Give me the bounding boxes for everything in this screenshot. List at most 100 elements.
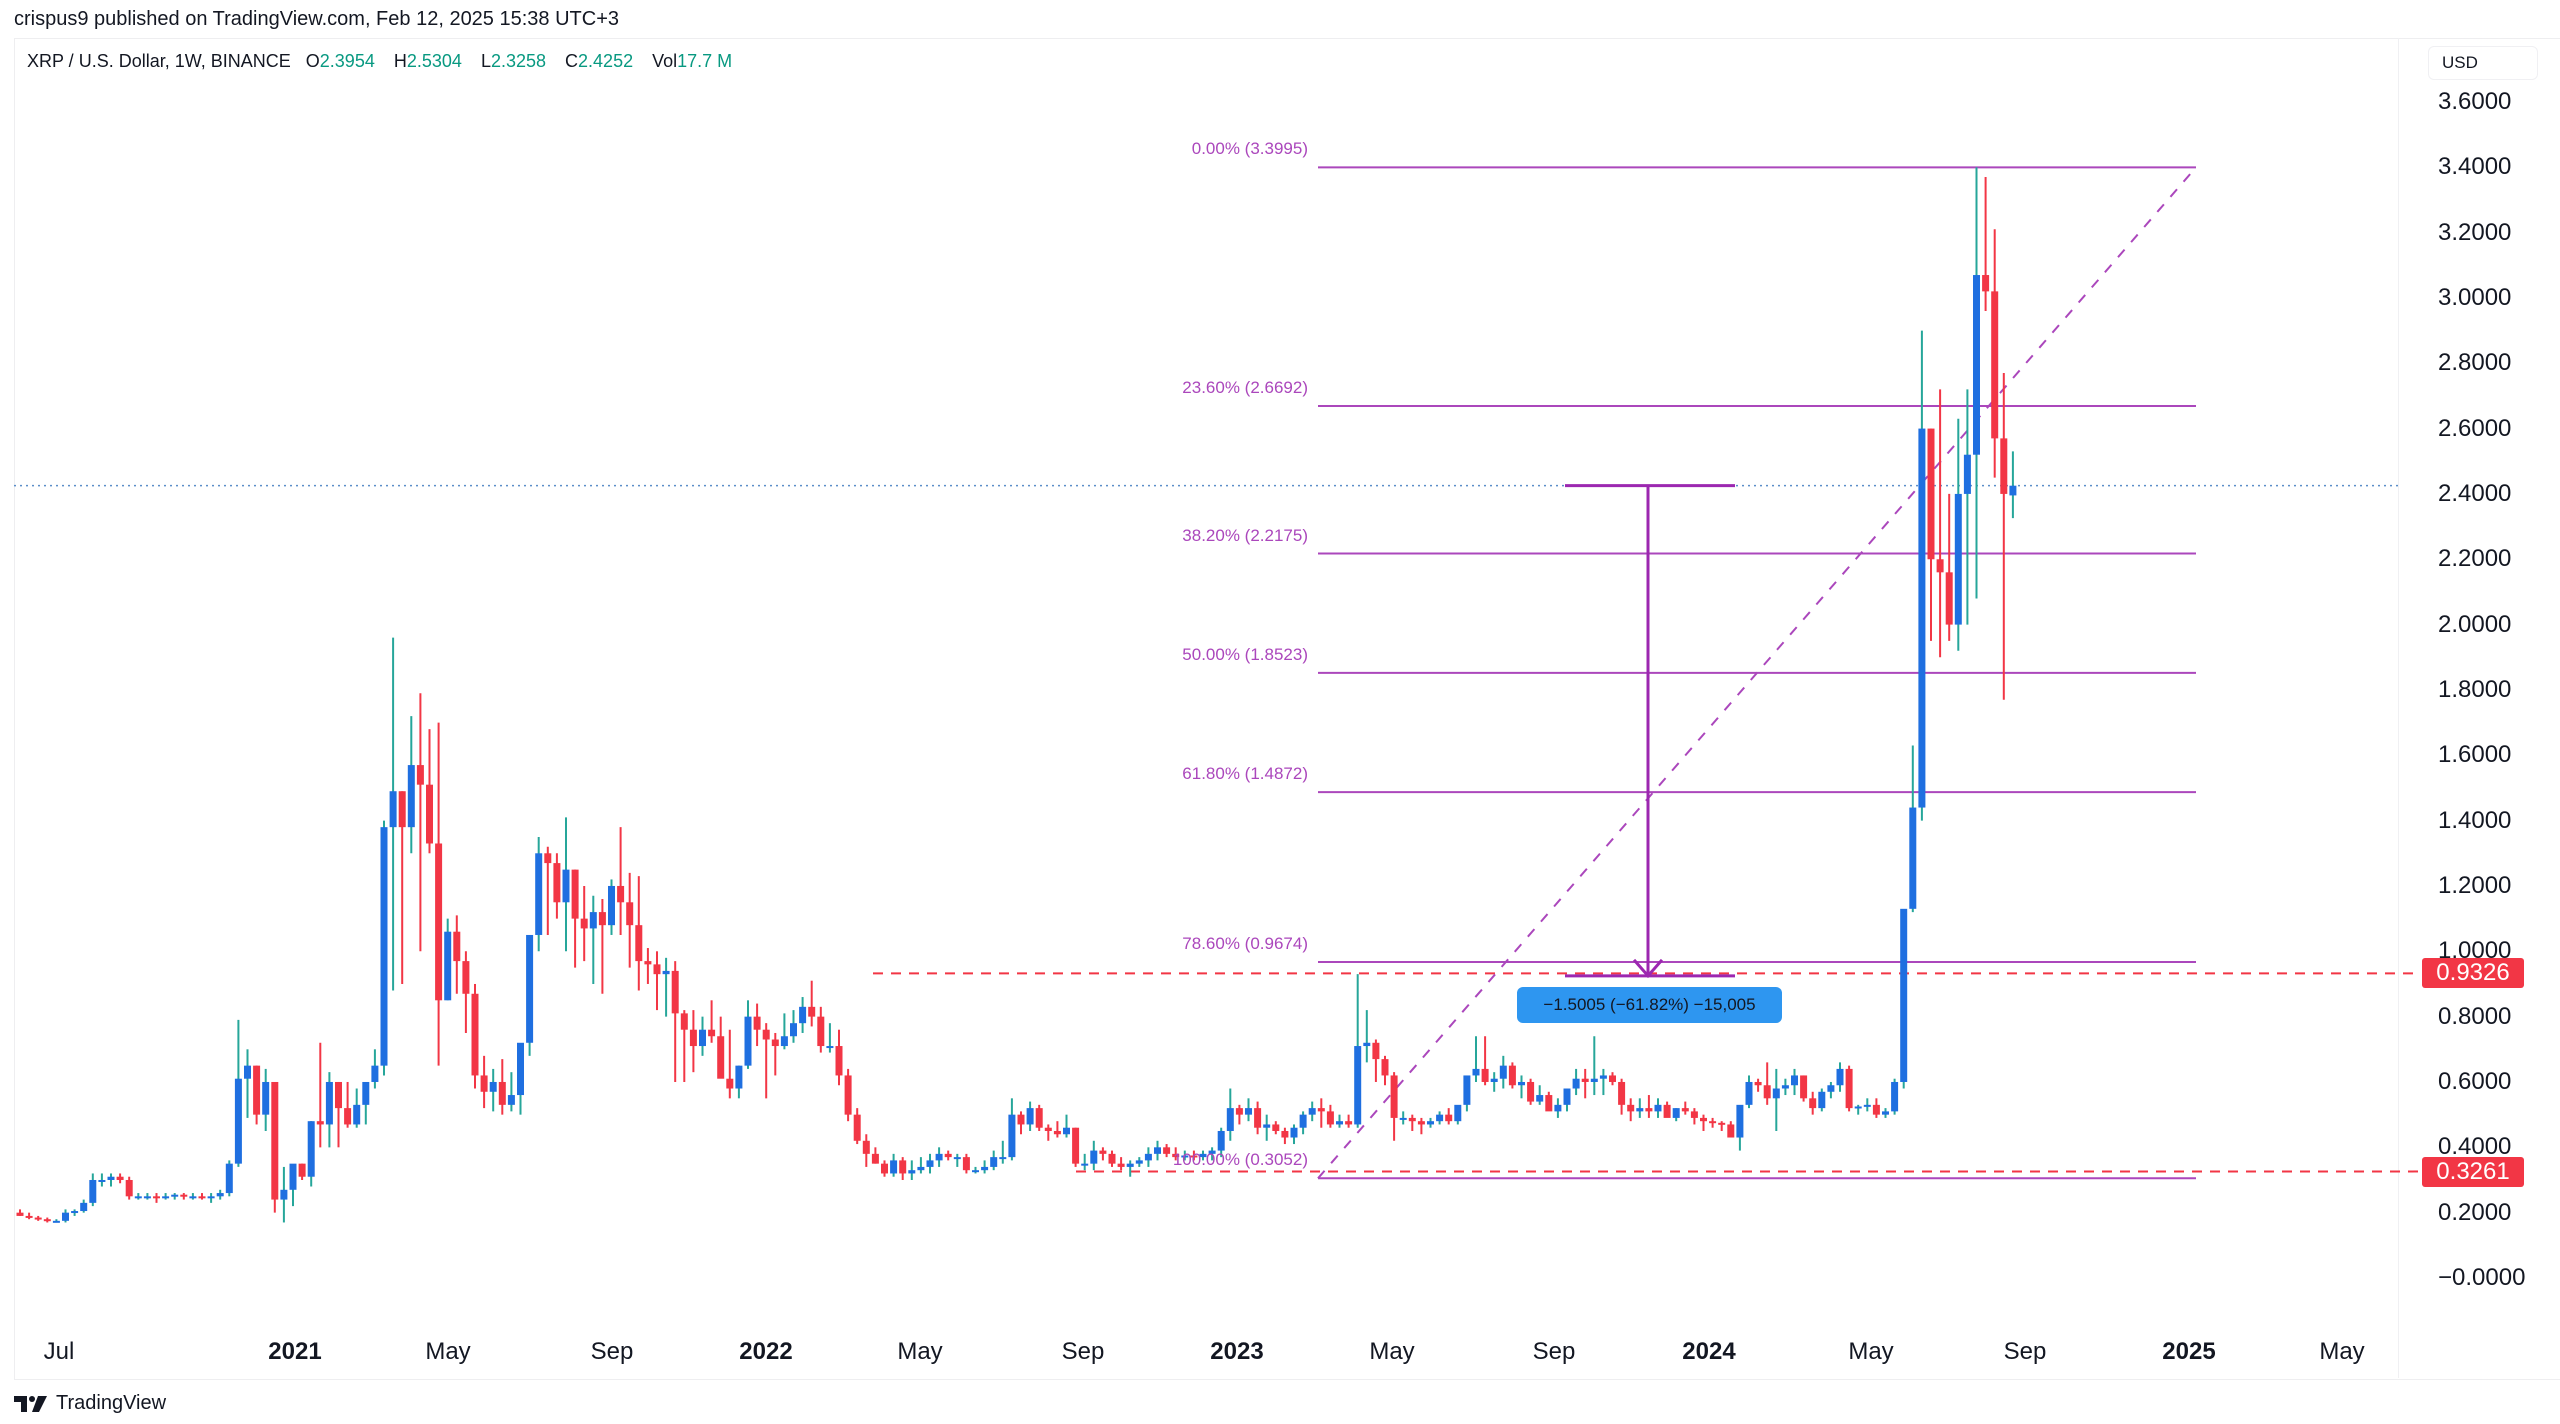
price-tick-label: 1.8000 bbox=[2438, 675, 2512, 703]
candle-body bbox=[1026, 1108, 1034, 1125]
candle-body bbox=[917, 1166, 925, 1171]
tradingview-footer[interactable]: TradingView bbox=[14, 1392, 166, 1415]
time-tick-label: May bbox=[1369, 1338, 1415, 1365]
candle-body bbox=[16, 1212, 24, 1216]
candle-body bbox=[726, 1078, 734, 1089]
candle-body bbox=[1836, 1068, 1844, 1086]
candle-body bbox=[1527, 1081, 1535, 1102]
time-tick-label: 2022 bbox=[739, 1338, 793, 1365]
candle-body bbox=[1336, 1121, 1343, 1125]
candle-body bbox=[407, 765, 415, 828]
candle-body bbox=[507, 1095, 515, 1105]
candle-body bbox=[635, 925, 643, 962]
candle-body bbox=[307, 1121, 315, 1177]
fib-level-label: 23.60% (2.6692) bbox=[1182, 377, 1308, 397]
candle-body bbox=[890, 1160, 898, 1174]
candle-body bbox=[180, 1194, 188, 1197]
candle-body bbox=[1827, 1085, 1835, 1092]
time-tick-label: 2021 bbox=[268, 1338, 322, 1365]
candle-body bbox=[1108, 1153, 1116, 1164]
price-tick-label: 2.6000 bbox=[2438, 414, 2512, 442]
candle-body bbox=[1017, 1114, 1025, 1125]
lower-level-price-tag: 0.3261 bbox=[2422, 1157, 2524, 1187]
fib-level-label: 50.00% (1.8523) bbox=[1182, 644, 1308, 664]
candle-body bbox=[1126, 1163, 1134, 1167]
candle-body bbox=[1363, 1042, 1371, 1047]
candle-body bbox=[771, 1039, 779, 1047]
candle-body bbox=[981, 1166, 989, 1171]
chart-frame[interactable] bbox=[14, 38, 2560, 1380]
candle-body bbox=[371, 1065, 379, 1082]
candle-body bbox=[225, 1163, 233, 1194]
candle-body bbox=[198, 1196, 206, 1199]
time-tick-label: Sep bbox=[1532, 1338, 1576, 1365]
symbol-title[interactable]: XRP / U.S. Dollar, 1W, BINANCE bbox=[27, 51, 291, 71]
candle-body bbox=[462, 961, 470, 994]
candle-body bbox=[1618, 1081, 1626, 1105]
candle-body bbox=[52, 1220, 60, 1223]
candle-body bbox=[1117, 1163, 1125, 1167]
candle-body bbox=[153, 1196, 160, 1199]
candle-body bbox=[134, 1196, 142, 1199]
candle-body bbox=[908, 1170, 916, 1174]
candle-body bbox=[1736, 1104, 1744, 1138]
candle-body bbox=[717, 1036, 725, 1079]
candle-body bbox=[708, 1029, 716, 1037]
candle-body bbox=[790, 1023, 797, 1037]
candle-body bbox=[598, 912, 606, 926]
candle-body bbox=[644, 961, 652, 965]
candle-body bbox=[1035, 1108, 1043, 1128]
candle-body bbox=[416, 765, 424, 785]
candle-body bbox=[1672, 1108, 1680, 1118]
candle-body bbox=[826, 1046, 834, 1049]
candle-body bbox=[680, 1013, 688, 1030]
candle-body bbox=[171, 1194, 179, 1197]
time-tick-label: 2024 bbox=[1682, 1338, 1736, 1365]
candle-body bbox=[1481, 1068, 1489, 1082]
candle-body bbox=[1099, 1150, 1107, 1154]
candle-body bbox=[1627, 1104, 1635, 1112]
candle-body bbox=[344, 1108, 352, 1125]
candle-body bbox=[25, 1215, 33, 1218]
symbol-legend: XRP / U.S. Dollar, 1W, BINANCE O2.3954 H… bbox=[27, 51, 746, 72]
candle-body bbox=[1745, 1081, 1753, 1105]
low-label: L bbox=[480, 51, 491, 71]
candle-body bbox=[1399, 1117, 1407, 1120]
candle-body bbox=[1172, 1153, 1180, 1158]
volume-label: Vol bbox=[652, 51, 678, 71]
fib-level-label: 78.60% (0.9674) bbox=[1182, 933, 1308, 953]
price-tick-label: 0.2000 bbox=[2438, 1198, 2512, 1226]
candle-body bbox=[1317, 1108, 1325, 1112]
candle-body bbox=[899, 1160, 907, 1174]
currency-button[interactable]: USD bbox=[2428, 46, 2538, 80]
price-tick-label: 0.8000 bbox=[2438, 1002, 2512, 1030]
candle-body bbox=[1490, 1078, 1498, 1082]
candle-body bbox=[689, 1029, 697, 1047]
candle-body bbox=[234, 1078, 242, 1164]
candle-body bbox=[1508, 1065, 1516, 1086]
candle-body bbox=[71, 1211, 79, 1214]
candle-body bbox=[1818, 1091, 1826, 1109]
candle-body bbox=[1863, 1104, 1871, 1107]
candle-body bbox=[662, 970, 670, 975]
candle-body bbox=[926, 1160, 934, 1167]
price-tick-label: 1.6000 bbox=[2438, 741, 2512, 769]
candle-body bbox=[835, 1046, 843, 1076]
candle-body bbox=[107, 1176, 115, 1180]
candle-body bbox=[589, 912, 597, 929]
tradingview-logo-icon bbox=[14, 1395, 47, 1412]
candle-body bbox=[1636, 1108, 1644, 1112]
candle-body bbox=[699, 1029, 706, 1047]
candle-body bbox=[1690, 1111, 1698, 1118]
candle-body bbox=[1217, 1130, 1225, 1151]
price-tick-label: −0.0000 bbox=[2438, 1264, 2526, 1291]
price-tick-label: 2.8000 bbox=[2438, 349, 2512, 377]
candle-body bbox=[762, 1029, 770, 1040]
candle-body bbox=[1290, 1127, 1298, 1138]
candle-body bbox=[1973, 275, 1980, 455]
candle-body bbox=[353, 1104, 361, 1125]
candle-body bbox=[1226, 1108, 1234, 1131]
fib-trend-line bbox=[1317, 166, 2197, 1179]
candle-body bbox=[1800, 1075, 1808, 1099]
